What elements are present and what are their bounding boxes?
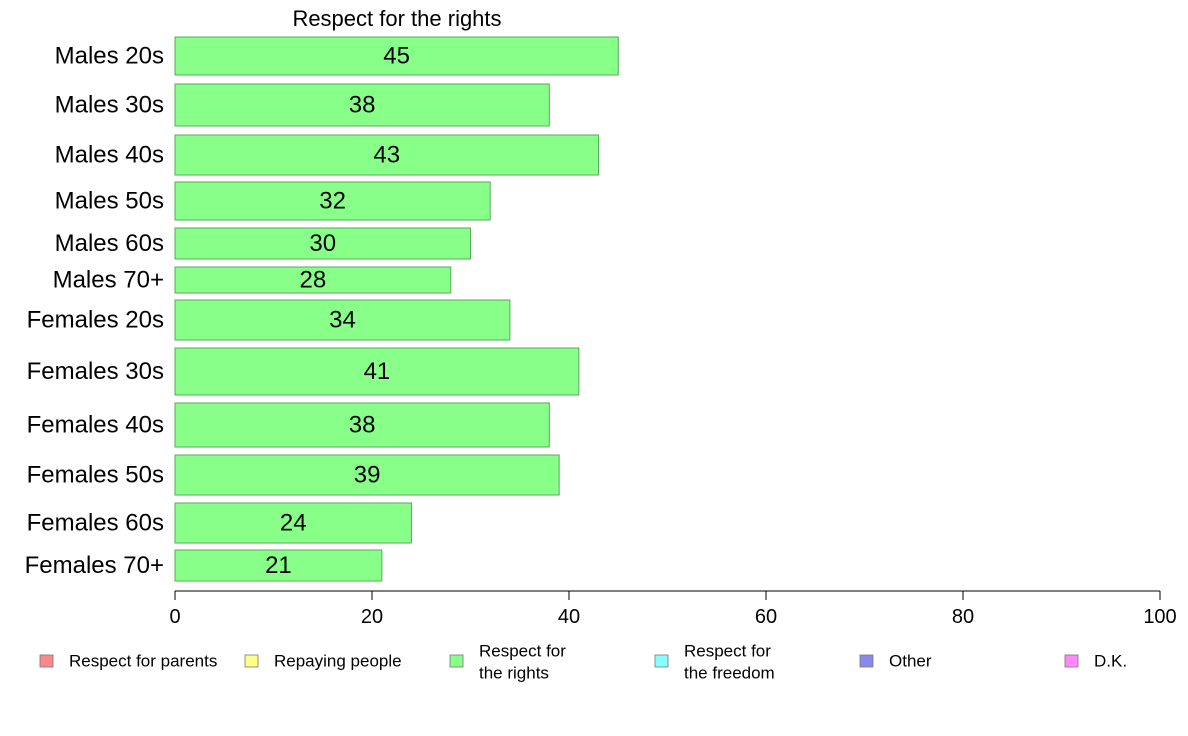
bar <box>174 454 560 496</box>
value-label: 28 <box>300 267 327 294</box>
legend-swatch <box>244 654 259 668</box>
value-label: 41 <box>364 358 391 385</box>
value-label: 21 <box>265 552 292 579</box>
bar <box>174 83 550 127</box>
value-label: 43 <box>373 142 400 169</box>
bar <box>174 402 550 448</box>
bars-group: Males 20s 45 Males 30s 38 Males 40s 43 Males 5… <box>25 36 619 582</box>
category-label: Females 60s <box>27 510 164 537</box>
value-label: 38 <box>349 92 376 119</box>
bar <box>174 181 491 221</box>
value-label: 38 <box>349 412 376 439</box>
bar <box>174 36 619 76</box>
category-label: Males 20s <box>55 43 164 70</box>
category-label: Females 20s <box>27 307 164 334</box>
legend-swatch <box>449 654 464 668</box>
value-label: 32 <box>319 188 346 215</box>
category-label: Males 50s <box>55 188 164 215</box>
legend-label: the rights <box>479 664 549 683</box>
category-label: Females 40s <box>27 412 164 439</box>
value-label: 34 <box>329 307 356 334</box>
bar <box>174 549 383 582</box>
bar <box>174 227 471 260</box>
category-label: Females 50s <box>27 462 164 489</box>
x-tick-label: 80 <box>952 606 974 628</box>
bar <box>174 347 580 396</box>
bar <box>174 502 412 544</box>
legend-label: Repaying people <box>274 652 402 671</box>
legend-swatch <box>859 654 874 668</box>
legend: Respect for parents Repaying people Respec… <box>39 642 1127 683</box>
x-axis: 0 20 40 60 80 100 <box>169 590 1177 628</box>
legend-swatch <box>39 654 54 668</box>
bar <box>174 266 452 294</box>
legend-label: Respect for <box>684 642 771 661</box>
legend-label: Respect for parents <box>69 652 217 671</box>
x-tick-label: 60 <box>755 606 777 628</box>
x-tick-label: 40 <box>558 606 580 628</box>
legend-swatch <box>1064 654 1079 668</box>
bar <box>174 134 600 176</box>
x-tick-label: 100 <box>1143 606 1176 628</box>
legend-label: Respect for <box>479 642 566 661</box>
value-label: 39 <box>354 462 381 489</box>
category-label: Females 30s <box>27 358 164 385</box>
value-label: 45 <box>383 43 410 70</box>
legend-label: Other <box>889 652 932 671</box>
chart-title: Respect for the rights <box>292 6 501 31</box>
category-label: Males 60s <box>55 230 164 257</box>
legend-label: D.K. <box>1094 652 1127 671</box>
value-label: 24 <box>280 510 307 537</box>
value-label: 30 <box>309 230 336 257</box>
legend-swatch <box>654 654 669 668</box>
bar <box>174 299 511 341</box>
category-label: Males 70+ <box>53 267 164 294</box>
category-label: Females 70+ <box>25 552 164 579</box>
category-label: Males 30s <box>55 92 164 119</box>
x-tick-label: 20 <box>361 606 383 628</box>
category-label: Males 40s <box>55 142 164 169</box>
legend-label: the freedom <box>684 664 775 683</box>
x-tick-label: 0 <box>169 606 180 628</box>
